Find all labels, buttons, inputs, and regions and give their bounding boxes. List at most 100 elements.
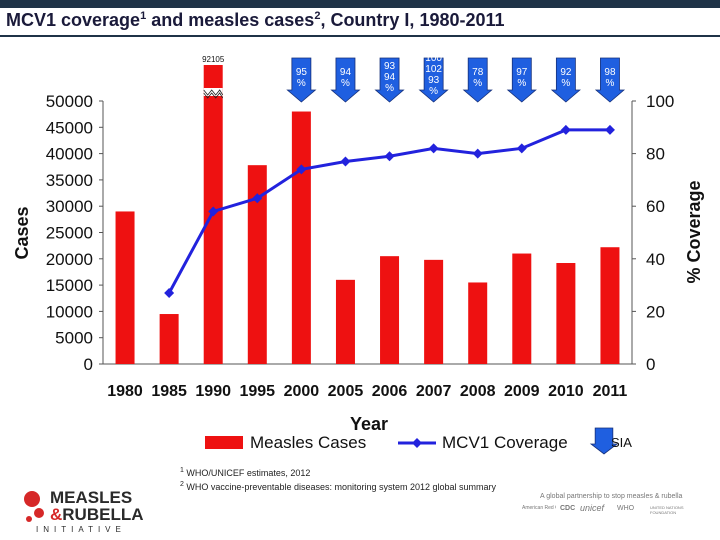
partner-logos: American Red Cross CDC unicef WHO UNITED… — [522, 503, 702, 517]
logo-text-initiative: INITIATIVE — [36, 525, 126, 534]
legend-label-mcv1-coverage: MCV1 Coverage — [442, 433, 568, 452]
y-tick-label-right: 0 — [646, 355, 655, 374]
x-tick-label: 2006 — [372, 383, 408, 400]
sia-arrow — [374, 57, 405, 103]
bar-measles-cases — [468, 282, 488, 364]
sia-coverage-label: 100 — [425, 53, 442, 64]
sia-coverage-label: % — [473, 78, 482, 89]
x-tick-label: 2005 — [328, 383, 364, 400]
x-tick-label: 1985 — [151, 383, 187, 400]
footnotes: 1 WHO/UNICEF estimates, 2012 2 WHO vacci… — [180, 465, 496, 493]
logo-dot-small — [26, 516, 32, 522]
title-rule — [0, 35, 720, 37]
sia-coverage-label: % — [517, 78, 526, 89]
x-tick-label: 2010 — [548, 383, 584, 400]
bar-measles-cases — [556, 263, 576, 364]
partner-tagline: A global partnership to stop measles & r… — [540, 493, 683, 500]
sia-coverage-label: 102 — [425, 64, 442, 75]
y-tick-label-left: 45000 — [46, 118, 93, 137]
point-mcv1-coverage — [472, 148, 483, 159]
legend-label-sia: SIA — [611, 435, 632, 450]
sia-coverage-label: % — [561, 78, 570, 89]
sia-arrow — [286, 57, 317, 103]
sia-coverage-label: 93 — [384, 61, 396, 72]
sia-coverage-label: 95 — [296, 67, 308, 78]
legend-sia-arrow — [589, 427, 619, 455]
sia-coverage-label: 78 — [472, 67, 484, 78]
sia-arrow — [462, 57, 493, 103]
x-tick-label: 2009 — [504, 383, 540, 400]
legend-swatch-measles-cases — [205, 436, 243, 449]
point-mcv1-coverage — [516, 143, 527, 154]
bar-value-label: 92105 — [202, 55, 225, 64]
sia-arrow — [418, 57, 449, 103]
y-axis-title-left: Cases — [12, 206, 32, 259]
point-mcv1-coverage — [208, 206, 219, 217]
footnote-1: 1 WHO/UNICEF estimates, 2012 — [180, 467, 311, 478]
bar-break-mark — [203, 89, 224, 96]
sia-coverage-label: 92 — [560, 67, 572, 78]
logo-dot-large — [24, 491, 40, 507]
y-tick-label-right: 60 — [646, 197, 665, 216]
bar-measles-cases — [512, 253, 532, 364]
point-mcv1-coverage — [604, 124, 615, 135]
partner-logo-cdc: CDC — [560, 505, 576, 512]
point-mcv1-coverage — [164, 287, 175, 298]
y-tick-label-left: 5000 — [55, 329, 93, 348]
y-tick-label-left: 20000 — [46, 250, 93, 269]
bar-measles-cases — [159, 314, 179, 364]
y-tick-label-right: 100 — [646, 92, 674, 111]
footnote-2: 2 WHO vaccine-preventable diseases: moni… — [180, 481, 497, 492]
x-tick-label: 2008 — [460, 383, 496, 400]
logo-text-rubella: &RUBELLA — [50, 505, 144, 524]
sia-arrow — [506, 57, 537, 103]
measles-rubella-logo: MEASLES &RUBELLA INITIATIVE — [20, 488, 144, 538]
logo-dot-medium — [34, 508, 44, 518]
point-mcv1-coverage — [384, 151, 395, 162]
point-mcv1-coverage — [340, 156, 351, 167]
y-tick-label-left: 30000 — [46, 197, 93, 216]
y-tick-label-left: 25000 — [46, 224, 93, 243]
page-title: MCV1 coverage1 and measles cases2, Count… — [6, 10, 505, 30]
bar-measles-cases — [600, 247, 620, 364]
partner-logo-unf: UNITED NATIONS FOUNDATION — [650, 505, 684, 515]
point-mcv1-coverage — [252, 193, 263, 204]
bar-measles-cases — [335, 279, 355, 364]
point-mcv1-coverage — [296, 164, 307, 175]
x-tick-label: 1990 — [195, 383, 231, 400]
bar-measles-cases — [247, 165, 267, 364]
sia-coverage-label: 94 — [340, 67, 352, 78]
bar-measles-cases — [424, 259, 444, 364]
x-tick-label: 2007 — [416, 383, 452, 400]
chart: 0500010000150002000025000300003500040000… — [12, 53, 704, 455]
point-mcv1-coverage — [428, 143, 439, 154]
x-tick-label: 1980 — [107, 383, 143, 400]
y-tick-label-left: 0 — [84, 355, 93, 374]
x-tick-label: 2000 — [284, 383, 320, 400]
sia-coverage-label: % — [341, 78, 350, 89]
y-tick-label-right: 80 — [646, 145, 665, 164]
sia-coverage-label: 98 — [604, 67, 616, 78]
x-tick-label: 1995 — [239, 383, 275, 400]
y-tick-label-left: 50000 — [46, 92, 93, 111]
x-axis-title: Year — [350, 414, 388, 434]
bar-measles-cases — [380, 256, 400, 364]
partner-logo-who: WHO — [617, 505, 635, 512]
y-tick-label-left: 10000 — [46, 302, 93, 321]
sia-arrow — [330, 57, 361, 103]
sia-coverage-label: % — [606, 78, 615, 89]
sia-coverage-label: % — [385, 83, 394, 94]
legend-label-measles-cases: Measles Cases — [250, 433, 366, 452]
bar-measles-cases — [115, 211, 135, 364]
x-tick-label: 2011 — [593, 383, 628, 400]
partner-logo-red-cross: American Red Cross — [522, 505, 556, 511]
bar-break-mark — [203, 92, 224, 99]
sia-coverage-label: % — [297, 78, 306, 89]
logo-text-measles: MEASLES — [50, 488, 133, 507]
y-tick-label-left: 15000 — [46, 276, 93, 295]
sia-arrow — [594, 57, 626, 103]
sia-arrow — [550, 57, 581, 103]
bar-measles-cases — [291, 111, 311, 365]
y-tick-label-left: 40000 — [46, 145, 93, 164]
y-axis-title-right: % Coverage — [684, 180, 704, 283]
